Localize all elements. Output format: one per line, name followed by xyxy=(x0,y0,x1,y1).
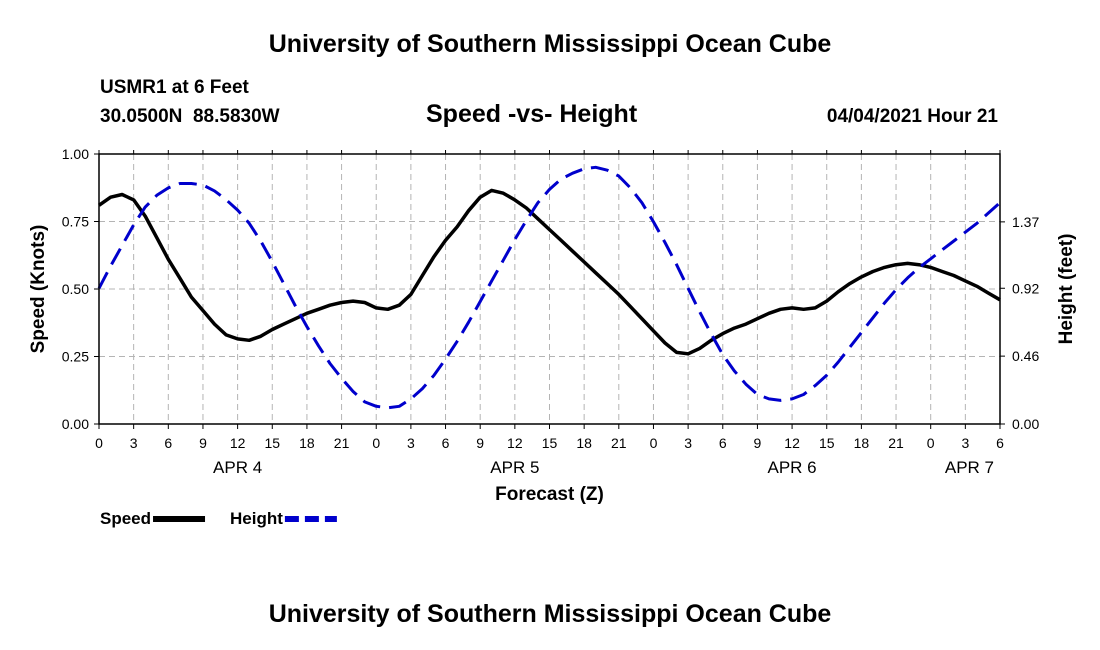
x-tick-label: 18 xyxy=(299,435,315,451)
x-tick-label: 0 xyxy=(372,435,380,451)
page-title-top: University of Southern Mississippi Ocean… xyxy=(268,30,832,58)
y2-axis-title: Height (feet) xyxy=(1056,234,1077,345)
datetime-label: 04/04/2021 Hour 21 xyxy=(826,106,998,127)
x-tick-label: 18 xyxy=(854,435,870,451)
series-line-speed xyxy=(97,188,1001,356)
y2-tick-label: 0.92 xyxy=(1012,280,1039,296)
x-tick-label: 6 xyxy=(719,435,727,451)
x-tick-label: 9 xyxy=(199,435,207,451)
x-tick-label: 21 xyxy=(888,435,904,451)
y2-tick-label: 0.00 xyxy=(1012,416,1039,432)
page-title-bottom: University of Southern Mississippi Ocean… xyxy=(268,600,832,628)
series-layer xyxy=(97,165,1001,410)
x-tick-label: 6 xyxy=(164,435,172,451)
x-tick-label: 15 xyxy=(264,435,280,451)
grid-layer xyxy=(99,154,1000,424)
x-tick-label: 12 xyxy=(230,435,246,451)
date-label: APR 6 xyxy=(768,458,817,477)
x-tick-label: 3 xyxy=(407,435,415,451)
x-tick-label: 3 xyxy=(130,435,138,451)
x-tick-label: 12 xyxy=(784,435,800,451)
x-tick-label: 9 xyxy=(476,435,484,451)
x-axis-title: Forecast (Z) xyxy=(495,484,604,505)
y-tick-label: 1.00 xyxy=(62,146,89,162)
y-axis-title: Speed (Knots) xyxy=(28,225,49,354)
x-tick-label: 0 xyxy=(650,435,658,451)
x-tick-label: 6 xyxy=(442,435,450,451)
x-tick-label: 9 xyxy=(754,435,762,451)
date-label: APR 7 xyxy=(945,458,994,477)
legend-layer: Speed Height xyxy=(100,509,337,528)
date-label: APR 4 xyxy=(213,458,262,477)
x-tick-label: 0 xyxy=(95,435,103,451)
x-tick-label: 3 xyxy=(684,435,692,451)
y-tick-label: 0.75 xyxy=(62,214,89,230)
x-tick-label: 0 xyxy=(927,435,935,451)
y-tick-label: 0.25 xyxy=(62,349,89,365)
x-tick-label: 15 xyxy=(542,435,558,451)
legend-label-speed: Speed xyxy=(100,509,151,528)
x-tick-label: 21 xyxy=(611,435,627,451)
x-tick-label: 12 xyxy=(507,435,523,451)
x-tick-label: 21 xyxy=(334,435,350,451)
axis-layer: 0 3 6 9 12 15 18 21 0 3 6 9 12 15 18 21 0 3 6 9 12 15 18 21 0 3 60… xyxy=(28,146,1077,505)
y2-tick-label: 0.46 xyxy=(1012,348,1039,364)
chart-subtitle: Speed -vs- Height xyxy=(426,100,638,128)
y-tick-label: 0.50 xyxy=(62,281,89,297)
legend-label-height: Height xyxy=(230,509,283,528)
coordinates-label: 30.0500N 88.5830W xyxy=(100,106,280,127)
series-line-height xyxy=(97,165,1001,410)
date-label: APR 5 xyxy=(490,458,539,477)
x-tick-label: 6 xyxy=(996,435,1004,451)
x-tick-label: 3 xyxy=(961,435,969,451)
y2-tick-label: 1.37 xyxy=(1012,214,1039,230)
y-tick-label: 0.00 xyxy=(62,416,89,432)
station-label: USMR1 at 6 Feet xyxy=(100,77,249,98)
x-tick-label: 18 xyxy=(576,435,592,451)
x-tick-label: 15 xyxy=(819,435,835,451)
